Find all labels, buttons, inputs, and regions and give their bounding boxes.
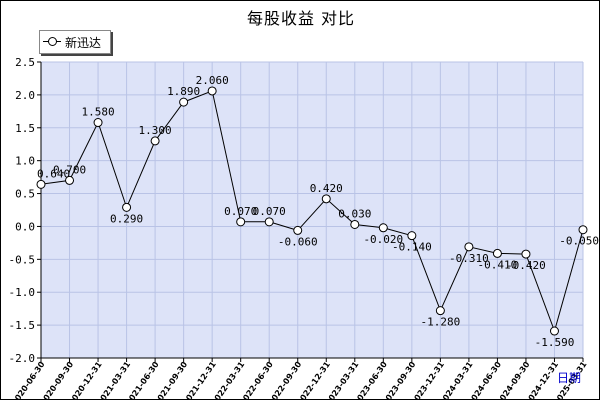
series-line (40, 90, 584, 333)
data-label: 0.070 (253, 205, 286, 218)
data-point (464, 242, 474, 252)
data-label: 0.030 (338, 207, 371, 220)
data-point (150, 136, 160, 146)
data-point (236, 217, 246, 227)
y-tick-label: -1.0 (9, 286, 36, 299)
data-label: -0.140 (392, 241, 432, 254)
data-label: -0.310 (449, 252, 489, 265)
data-point (36, 179, 46, 189)
data-point (207, 86, 217, 96)
data-label: -0.420 (506, 259, 546, 272)
data-label: 0.290 (110, 212, 143, 225)
data-label: -1.280 (420, 316, 460, 329)
y-tick-label: 2.5 (15, 56, 35, 69)
data-point (549, 326, 559, 336)
data-label: 0.420 (310, 182, 343, 195)
data-point (435, 306, 445, 316)
data-label: -0.020 (363, 233, 403, 246)
data-point (122, 202, 132, 212)
x-axis-label: 日期 (557, 371, 582, 385)
y-tick-label: 1.0 (15, 155, 35, 168)
y-tick-label: 1.5 (15, 122, 35, 135)
data-point (321, 194, 331, 204)
y-tick-label: 0.5 (15, 188, 35, 201)
data-point (492, 248, 502, 258)
data-label: 1.580 (81, 106, 114, 119)
data-point (407, 231, 417, 241)
y-tick-label: -2.0 (9, 352, 36, 365)
data-label: 1.300 (139, 124, 172, 137)
data-point (65, 175, 75, 185)
data-point (578, 225, 588, 235)
y-tick-label: 2.0 (15, 89, 35, 102)
legend-label: 新迅达 (65, 36, 102, 50)
data-label: 1.890 (167, 85, 200, 98)
data-point (293, 225, 303, 235)
data-point (350, 219, 360, 229)
data-point (378, 223, 388, 233)
data-label: -0.050 (559, 235, 599, 248)
chart-legend: 新迅达 (39, 30, 111, 54)
data-point (93, 118, 103, 128)
data-label: 2.060 (196, 74, 229, 87)
data-point (179, 97, 189, 107)
chart-title: 每股收益 对比 (246, 9, 356, 28)
data-point (264, 217, 274, 227)
data-label: -1.590 (535, 336, 575, 349)
legend-marker-icon (48, 37, 57, 46)
y-tick-label: 0.0 (15, 220, 35, 233)
x-tick-label: 2020-06-30 (10, 360, 47, 400)
y-tick-label: -0.5 (9, 253, 36, 266)
plot-area (41, 62, 583, 358)
data-label: 0.640 (37, 167, 70, 180)
data-point (521, 249, 531, 259)
data-label: 0.700 (53, 163, 86, 176)
data-label: -0.060 (278, 235, 318, 248)
data-label: -0.410 (478, 258, 518, 271)
y-tick-label: -1.5 (9, 319, 36, 332)
data-label: 0.070 (224, 205, 257, 218)
